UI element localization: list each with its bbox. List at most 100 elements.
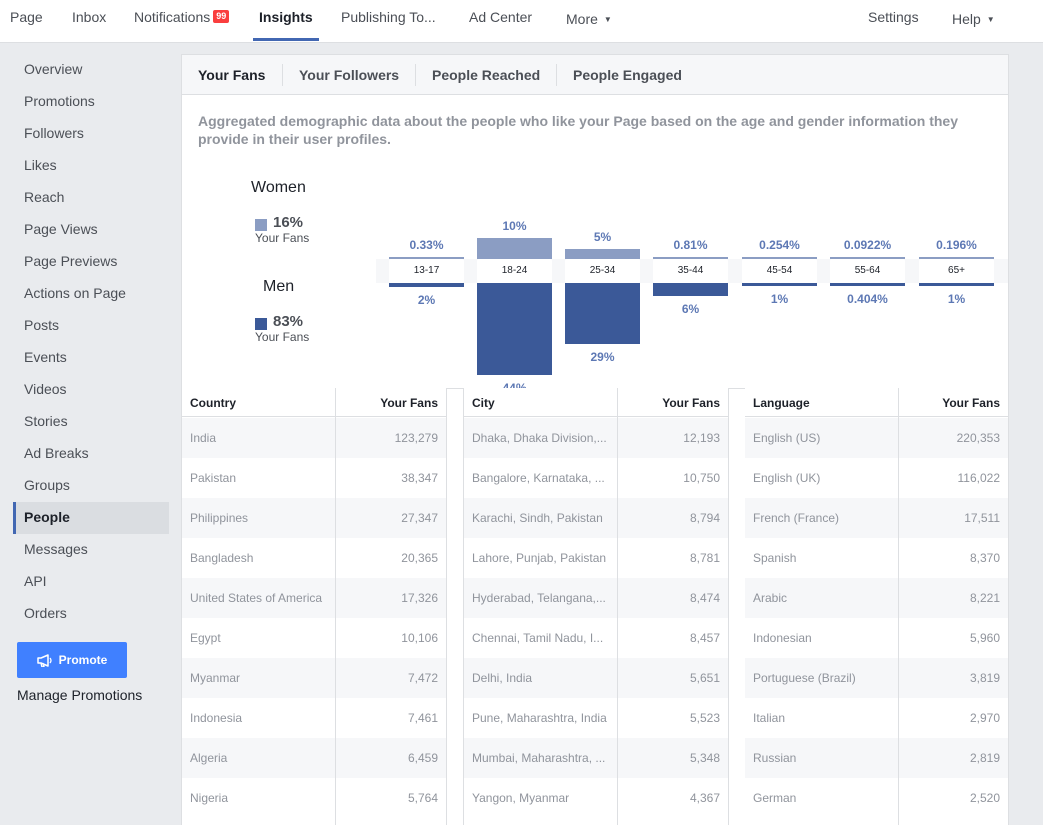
sidebar-item-likes[interactable]: Likes (24, 157, 57, 173)
nav-page[interactable]: Page (10, 9, 43, 25)
tab-people-reached[interactable]: People Reached (432, 67, 541, 83)
age-tick-label: 55-64 (854, 265, 881, 276)
men-sublabel: Your Fans (255, 330, 310, 344)
language-table-header: Language Your Fans (745, 388, 1008, 417)
sidebar-item-posts[interactable]: Posts (24, 317, 60, 333)
men-bar[interactable] (830, 283, 905, 286)
age-tick-label: 13-17 (413, 265, 440, 276)
sidebar-item-orders[interactable]: Orders (24, 605, 67, 621)
age-tick-label: 45-54 (766, 265, 793, 276)
men-bar[interactable] (477, 283, 552, 376)
column-header-your-fans[interactable]: Your Fans (942, 396, 1000, 410)
nav-more[interactable]: More ▼ (566, 11, 612, 27)
men-bar[interactable] (565, 283, 640, 344)
column-divider (898, 388, 899, 825)
language-name: German (753, 791, 797, 805)
table-row: Arabic 8,221 (745, 578, 1008, 618)
men-bar[interactable] (653, 283, 728, 296)
nav-help-label: Help (952, 11, 981, 27)
sidebar-item-stories[interactable]: Stories (24, 413, 68, 429)
table-row: Algeria 6,459 (182, 738, 446, 778)
nav-settings[interactable]: Settings (868, 9, 919, 25)
fan-count: 3,819 (969, 671, 1000, 685)
manage-promotions-link[interactable]: Manage Promotions (17, 687, 143, 703)
sidebar-active-highlight (13, 502, 169, 534)
column-header-country[interactable]: Country (190, 396, 236, 410)
women-bar[interactable] (389, 257, 464, 259)
women-bar[interactable] (830, 257, 905, 259)
sidebar-item-page-views[interactable]: Page Views (24, 221, 98, 237)
women-bar[interactable] (565, 248, 640, 259)
sidebar-item-api[interactable]: API (24, 573, 47, 589)
nav-insights[interactable]: Insights (259, 9, 313, 25)
fan-count: 38,347 (401, 471, 438, 485)
nav-help[interactable]: Help ▼ (952, 11, 995, 27)
column-header-language[interactable]: Language (753, 396, 810, 410)
tab-your-followers[interactable]: Your Followers (299, 67, 400, 83)
tab-your-fans[interactable]: Your Fans (198, 67, 266, 83)
women-bar-label: 10% (502, 219, 527, 233)
sidebar-item-promotions[interactable]: Promotions (24, 93, 95, 109)
nav-publishing-tools[interactable]: Publishing To... (341, 9, 436, 25)
fan-count: 123,279 (394, 431, 438, 445)
fan-count: 17,511 (964, 511, 1000, 525)
table-row: Lahore, Punjab, Pakistan 8,781 (464, 538, 728, 578)
fan-count: 5,348 (689, 751, 720, 765)
table-row: Portuguese (Brazil) 3,819 (745, 658, 1008, 698)
language-name: Indonesian (753, 631, 812, 645)
promote-label: Promote (58, 653, 108, 667)
women-bar[interactable] (477, 238, 552, 259)
table-row: Spanish 8,370 (745, 538, 1008, 578)
men-bar[interactable] (742, 283, 817, 286)
tab-people-engaged[interactable]: People Engaged (573, 67, 682, 83)
country-name: Myanmar (190, 671, 241, 685)
sidebar-item-videos[interactable]: Videos (24, 381, 67, 397)
men-bar-label: 1% (947, 292, 966, 306)
sidebar-item-page-previews[interactable]: Page Previews (24, 253, 118, 269)
promote-button[interactable]: Promote (17, 642, 127, 678)
sidebar-item-messages[interactable]: Messages (24, 541, 88, 557)
sidebar-item-overview[interactable]: Overview (24, 61, 83, 77)
men-bar[interactable] (389, 283, 464, 288)
language-name: French (France) (753, 511, 840, 525)
column-header-your-fans[interactable]: Your Fans (662, 396, 720, 410)
sidebar-item-events[interactable]: Events (24, 349, 67, 365)
women-bar[interactable] (919, 257, 994, 259)
table-row: Russian 2,819 (745, 738, 1008, 778)
city-name: Yangon, Myanmar (472, 791, 570, 805)
city-name: Delhi, India (472, 671, 533, 685)
language-table: Language Your Fans English (US) 220,353 Engl… (745, 388, 1008, 825)
women-bar-label: 0.254% (759, 238, 800, 252)
language-name: Russian (753, 751, 797, 765)
column-header-city[interactable]: City (472, 396, 495, 410)
age-cell (477, 259, 552, 283)
age-cell (389, 259, 464, 283)
nav-ad-center[interactable]: Ad Center (469, 9, 533, 25)
nav-notifications[interactable]: Notifications 99 (134, 9, 230, 25)
nav-inbox[interactable]: Inbox (72, 9, 107, 25)
sidebar-item-followers[interactable]: Followers (24, 125, 84, 141)
sidebar-item-actions-on-page[interactable]: Actions on Page (24, 285, 126, 301)
language-name: Italian (753, 711, 786, 725)
men-bar[interactable] (919, 283, 994, 286)
sidebar-item-ad-breaks[interactable]: Ad Breaks (24, 445, 89, 461)
age-cell (742, 259, 817, 283)
table-row: Pakistan 38,347 (182, 458, 446, 498)
sidebar-item-people[interactable]: People (24, 509, 70, 525)
fan-count: 220,353 (956, 431, 1000, 445)
women-bar-label: 5% (593, 229, 612, 244)
table-row: Myanmar 7,472 (182, 658, 446, 698)
women-bar[interactable] (742, 257, 817, 259)
fan-count: 2,520 (969, 791, 1000, 805)
country-name: Nigeria (190, 791, 229, 805)
table-row: Philippines 27,347 (182, 498, 446, 538)
table-gap (728, 388, 746, 825)
sidebar-item-reach[interactable]: Reach (24, 189, 65, 205)
table-row: Indonesia 7,461 (182, 698, 446, 738)
column-header-your-fans[interactable]: Your Fans (380, 396, 438, 410)
women-bar[interactable] (653, 257, 728, 259)
city-table-header: City Your Fans (464, 388, 728, 417)
sidebar-item-groups[interactable]: Groups (24, 477, 70, 493)
women-bar-label: 0.33% (409, 238, 444, 252)
table-row: English (US) 220,353 (745, 418, 1008, 458)
